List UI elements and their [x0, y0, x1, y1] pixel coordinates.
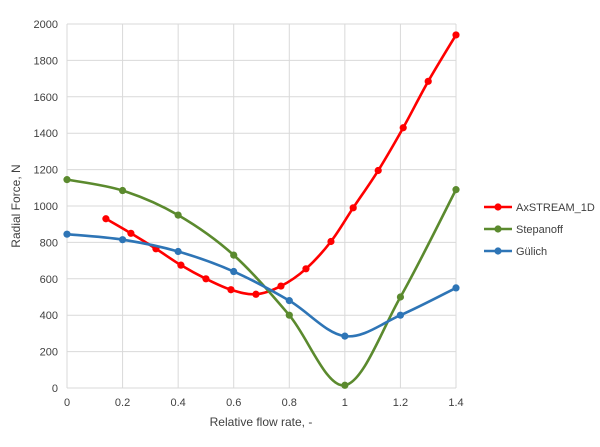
x-tick-label: 1.4 [448, 397, 463, 409]
legend-label-g-lich: Gülich [516, 246, 547, 258]
data-point-axstream-1d [374, 166, 382, 175]
legend-label-stepanoff: Stepanoff [516, 224, 564, 236]
y-tick-label: 800 [40, 237, 58, 249]
y-tick-label: 200 [40, 347, 58, 359]
x-tick-label: 1.2 [393, 397, 408, 409]
data-point-stepanoff [341, 381, 349, 389]
grid [66, 23, 457, 389]
data-point-stepanoff [230, 251, 238, 259]
x-tick-label: 1 [342, 397, 348, 409]
x-tick-label: 0.6 [226, 397, 241, 409]
data-point-stepanoff [118, 186, 127, 195]
series-line-axstream-1d [104, 33, 458, 296]
y-tick-label: 1400 [34, 128, 58, 140]
x-tick-label: 0.8 [282, 397, 297, 409]
data-point-stepanoff [396, 293, 405, 301]
data-point-axstream-1d [102, 215, 110, 223]
data-point-stepanoff [174, 211, 182, 219]
data-point-axstream-1d [177, 261, 185, 269]
x-tick-label: 0.4 [170, 397, 185, 409]
legend-marker-axstream-1d [494, 203, 502, 211]
data-point-g-lich [341, 332, 349, 340]
series-line-stepanoff [65, 178, 458, 387]
legend: AxSTREAM_1D Stepanoff Gülich [484, 202, 595, 258]
y-tick-label: 0 [52, 383, 58, 395]
series-lines [63, 31, 460, 389]
y-tick-label: 400 [40, 310, 58, 322]
x-tick-label: 0.2 [115, 397, 130, 409]
data-point-axstream-1d [452, 31, 460, 39]
y-axis-title: Radial Force, N [9, 164, 23, 247]
y-tick-label: 1000 [34, 201, 58, 213]
data-point-axstream-1d [327, 237, 335, 246]
axes: 0 200 400 600 800 1000 1200 1400 1600 1800 2000 0 0.… [34, 19, 464, 409]
data-point-g-lich [230, 267, 238, 276]
x-tick-label: 0 [64, 397, 70, 409]
data-point-axstream-1d [227, 286, 235, 294]
y-tick-label: 1200 [34, 165, 58, 177]
legend-marker-stepanoff [494, 225, 502, 233]
data-point-stepanoff [63, 176, 71, 184]
data-point-stepanoff [452, 186, 460, 194]
data-point-g-lich [174, 247, 182, 256]
y-tick-label: 2000 [34, 19, 58, 31]
y-tick-label: 1600 [34, 92, 58, 104]
x-axis-title: Relative flow rate, - [210, 415, 313, 429]
data-point-axstream-1d [127, 229, 135, 237]
y-tick-label: 1800 [34, 55, 58, 67]
data-point-axstream-1d [302, 265, 310, 273]
y-tick-label: 600 [40, 274, 58, 286]
data-point-stepanoff [285, 311, 293, 319]
data-point-g-lich [118, 236, 127, 244]
data-point-axstream-1d [349, 204, 357, 212]
legend-marker-g-lich [494, 247, 502, 255]
series-line-g-lich [65, 232, 458, 338]
data-point-axstream-1d [399, 124, 407, 132]
data-point-axstream-1d [202, 275, 210, 283]
data-point-g-lich [452, 284, 460, 292]
data-point-g-lich [63, 230, 71, 238]
data-point-g-lich [396, 311, 405, 319]
legend-label-axstream-1d: AxSTREAM_1D [516, 202, 595, 214]
data-point-axstream-1d [424, 77, 432, 85]
data-point-axstream-1d [277, 282, 285, 290]
data-point-g-lich [285, 297, 293, 305]
data-point-axstream-1d [252, 290, 260, 298]
